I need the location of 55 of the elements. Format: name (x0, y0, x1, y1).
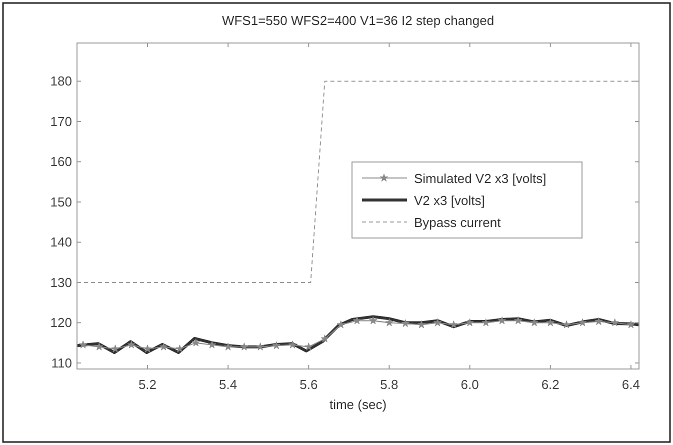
point (127, 340, 136, 348)
point (352, 316, 362, 324)
y-tick-label: 160 (50, 154, 72, 170)
x-tick-label: 5.8 (380, 377, 398, 392)
point (208, 340, 216, 348)
legend-label: V2 x3 [volts] (414, 193, 485, 208)
point (626, 320, 635, 328)
point (466, 318, 474, 326)
point (562, 320, 571, 328)
legend-label: Bypass current (414, 215, 502, 230)
point (256, 342, 264, 350)
x-axis-title: time (sec) (329, 397, 387, 412)
point (272, 341, 280, 350)
point (450, 320, 458, 328)
point (192, 338, 200, 346)
point (434, 318, 442, 326)
point (111, 344, 120, 352)
point (498, 316, 506, 324)
point (401, 319, 410, 328)
point (594, 317, 603, 325)
y-tick-label: 150 (50, 194, 72, 210)
point (176, 344, 184, 352)
y-tick-label: 140 (50, 234, 72, 250)
point (417, 320, 426, 328)
point (160, 342, 168, 350)
x-tick-label: 5.4 (219, 377, 238, 392)
point (482, 318, 490, 326)
point (320, 334, 329, 342)
y-tick-label: 130 (50, 274, 72, 290)
y-tick-label: 110 (51, 355, 72, 370)
x-tick-label: 5.2 (138, 377, 157, 392)
point (530, 318, 538, 326)
point (95, 342, 104, 350)
x-tick-label: 5.6 (300, 377, 318, 392)
point (336, 320, 345, 328)
x-tick-label: 6.0 (460, 377, 479, 392)
point (546, 318, 554, 326)
point (385, 318, 394, 326)
point (224, 342, 232, 350)
point (514, 316, 522, 324)
point (610, 318, 619, 326)
point (78, 340, 88, 348)
point (578, 318, 587, 326)
y-tick-label: 120 (50, 315, 72, 330)
chart-title: WFS1=550 WFS2=400 V1=36 I2 step changed (222, 13, 494, 28)
point (240, 342, 248, 350)
point (143, 344, 152, 352)
x-tick-label: 6.2 (541, 377, 560, 392)
y-tick-label: 180 (50, 74, 72, 89)
point (369, 316, 378, 324)
point (288, 340, 297, 348)
legend-label: Simulated V2 x3 [volts] (414, 171, 546, 186)
y-tick-label: 170 (50, 114, 72, 129)
point (304, 342, 313, 350)
x-tick-label: 6.4 (622, 377, 640, 392)
